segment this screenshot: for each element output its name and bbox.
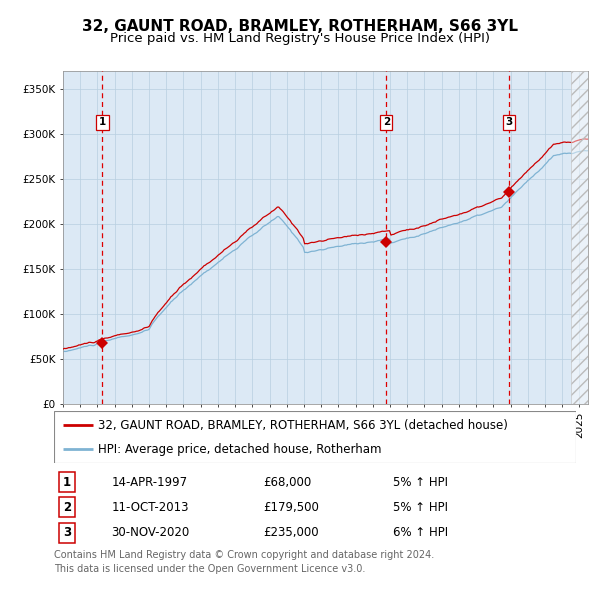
Text: Price paid vs. HM Land Registry's House Price Index (HPI): Price paid vs. HM Land Registry's House … [110,32,490,45]
Text: 14-APR-1997: 14-APR-1997 [112,476,188,489]
Text: 1: 1 [63,476,71,489]
Text: 1: 1 [99,117,106,127]
Text: £179,500: £179,500 [263,501,319,514]
Text: 3: 3 [506,117,513,127]
Text: 32, GAUNT ROAD, BRAMLEY, ROTHERHAM, S66 3YL (detached house): 32, GAUNT ROAD, BRAMLEY, ROTHERHAM, S66 … [98,419,508,432]
Text: Contains HM Land Registry data © Crown copyright and database right 2024.
This d: Contains HM Land Registry data © Crown c… [54,550,434,574]
Text: 32, GAUNT ROAD, BRAMLEY, ROTHERHAM, S66 3YL: 32, GAUNT ROAD, BRAMLEY, ROTHERHAM, S66 … [82,19,518,34]
Text: 5% ↑ HPI: 5% ↑ HPI [394,501,448,514]
Text: £235,000: £235,000 [263,526,319,539]
Text: 5% ↑ HPI: 5% ↑ HPI [394,476,448,489]
Text: 30-NOV-2020: 30-NOV-2020 [112,526,190,539]
Text: 2: 2 [63,501,71,514]
Text: 2: 2 [383,117,390,127]
Text: HPI: Average price, detached house, Rotherham: HPI: Average price, detached house, Roth… [98,442,382,455]
Text: £68,000: £68,000 [263,476,311,489]
Text: 11-OCT-2013: 11-OCT-2013 [112,501,189,514]
Text: 6% ↑ HPI: 6% ↑ HPI [394,526,448,539]
Text: 3: 3 [63,526,71,539]
